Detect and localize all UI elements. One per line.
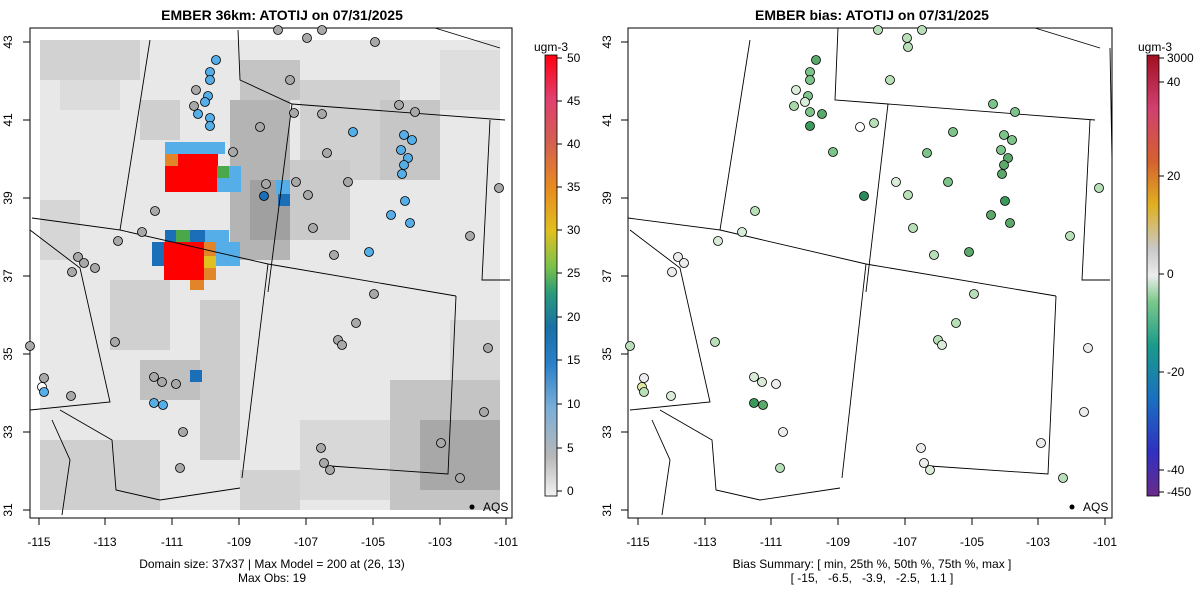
y-tick-label: 33 — [1, 425, 15, 439]
x-tick-label: -107 — [893, 535, 917, 549]
y-tick-label: 43 — [1, 35, 15, 49]
x-tick-label: -103 — [1026, 535, 1050, 549]
x-tick-label: -113 — [93, 535, 116, 549]
left-colorbar-tick: 25 — [567, 266, 581, 280]
y-tick-label: 43 — [600, 35, 614, 49]
right-panel: EMBER bias: ATOTIJ on 07/31/2025 — [600, 7, 1194, 585]
y-tick-label: 41 — [600, 113, 614, 127]
left-colorbar-tick: 45 — [567, 94, 581, 108]
right-colorbar-tick: -20 — [1167, 365, 1185, 379]
x-tick-label: -109 — [227, 535, 251, 549]
x-tick-label: -105 — [960, 535, 984, 549]
left-footer-line2: Max Obs: 19 — [238, 571, 306, 585]
y-tick-label: 37 — [600, 269, 614, 283]
y-tick-label: 31 — [600, 503, 614, 517]
right-colorbar-tick: 0 — [1167, 267, 1174, 281]
left-colorbar-tick: 30 — [567, 223, 581, 237]
y-tick-label: 39 — [600, 191, 614, 205]
right-footer-line2: [ -15, -6.5, -3.9, -2.5, 1.1 ] — [791, 571, 954, 585]
left-colorbar-tick: 20 — [567, 310, 581, 324]
left-colorbar-unit: ugm-3 — [534, 40, 568, 54]
left-colorbar-tick: 50 — [567, 51, 581, 65]
right-x-axis: -115 -113 -111 -109 -107 -105 -103 -101 — [626, 518, 1117, 549]
right-footer-line1: Bias Summary: [ min, 25th %, 50th %, 75t… — [733, 557, 1012, 571]
left-title: EMBER 36km: ATOTIJ on 07/31/2025 — [161, 7, 403, 23]
left-colorbar-tick: 10 — [567, 397, 581, 411]
left-legend: AQS — [469, 500, 508, 514]
y-tick-label: 37 — [1, 269, 15, 283]
right-state-boundaries — [627, 27, 1113, 516]
right-colorbar-tick: 3000 — [1167, 51, 1194, 65]
y-tick-label: 33 — [600, 425, 614, 439]
y-tick-label: 39 — [1, 191, 15, 205]
right-title: EMBER bias: ATOTIJ on 07/31/2025 — [755, 7, 989, 23]
left-footer-line1: Domain size: 37x37 | Max Model = 200 at … — [139, 557, 405, 571]
left-x-axis: -115 -113 -111 -109 -107 -105 -103 -101 — [27, 518, 518, 549]
aqs-marker-icon — [469, 504, 475, 510]
right-colorbar-tick: 20 — [1167, 169, 1181, 183]
x-tick-label: -103 — [428, 535, 452, 549]
right-colorbar: ugm-3 3000 40 20 0 -20 -40 -450 — [1138, 40, 1194, 499]
right-colorbar-tick: -40 — [1167, 463, 1185, 477]
right-colorbar-unit: ugm-3 — [1138, 40, 1172, 54]
left-colorbar-tick: 5 — [567, 441, 574, 455]
left-station-markers — [25, 25, 504, 483]
x-tick-label: -105 — [361, 535, 385, 549]
left-y-axis: 43 41 39 37 35 33 31 — [1, 35, 30, 517]
y-tick-label: 35 — [1, 347, 15, 361]
y-tick-label: 41 — [1, 113, 15, 127]
x-tick-label: -115 — [626, 535, 649, 549]
right-colorbar-tick: -450 — [1167, 485, 1191, 499]
left-plot-frame — [29, 27, 513, 519]
right-station-markers — [625, 25, 1104, 483]
x-tick-label: -101 — [494, 535, 518, 549]
right-legend: AQS — [1069, 500, 1108, 514]
x-tick-label: -101 — [1093, 535, 1117, 549]
x-tick-label: -107 — [294, 535, 318, 549]
right-colorbar-tick: 40 — [1167, 75, 1181, 89]
x-tick-label: -111 — [161, 535, 184, 549]
x-tick-label: -109 — [826, 535, 850, 549]
x-tick-label: -115 — [27, 535, 50, 549]
left-colorbar-tick: 0 — [567, 484, 574, 498]
left-colorbar: ugm-3 50 45 40 35 30 25 20 15 10 5 0 — [534, 40, 581, 498]
x-tick-label: -113 — [693, 535, 716, 549]
right-legend-label: AQS — [1083, 500, 1108, 514]
left-colorbar-tick: 15 — [567, 353, 581, 367]
left-concentration-grid — [40, 40, 500, 510]
left-state-boundaries — [29, 27, 510, 516]
left-colorbar-tick: 35 — [567, 180, 581, 194]
right-plot-frame — [627, 27, 1113, 519]
aqs-marker-icon — [1069, 504, 1075, 510]
right-y-axis: 43 41 39 37 35 33 31 — [600, 35, 628, 517]
x-tick-label: -111 — [760, 535, 783, 549]
left-legend-label: AQS — [483, 500, 508, 514]
y-tick-label: 35 — [600, 347, 614, 361]
y-tick-label: 31 — [1, 503, 15, 517]
left-panel: EMBER 36km: ATOTIJ on 07/31/2025 — [1, 7, 581, 585]
left-colorbar-tick: 40 — [567, 137, 581, 151]
